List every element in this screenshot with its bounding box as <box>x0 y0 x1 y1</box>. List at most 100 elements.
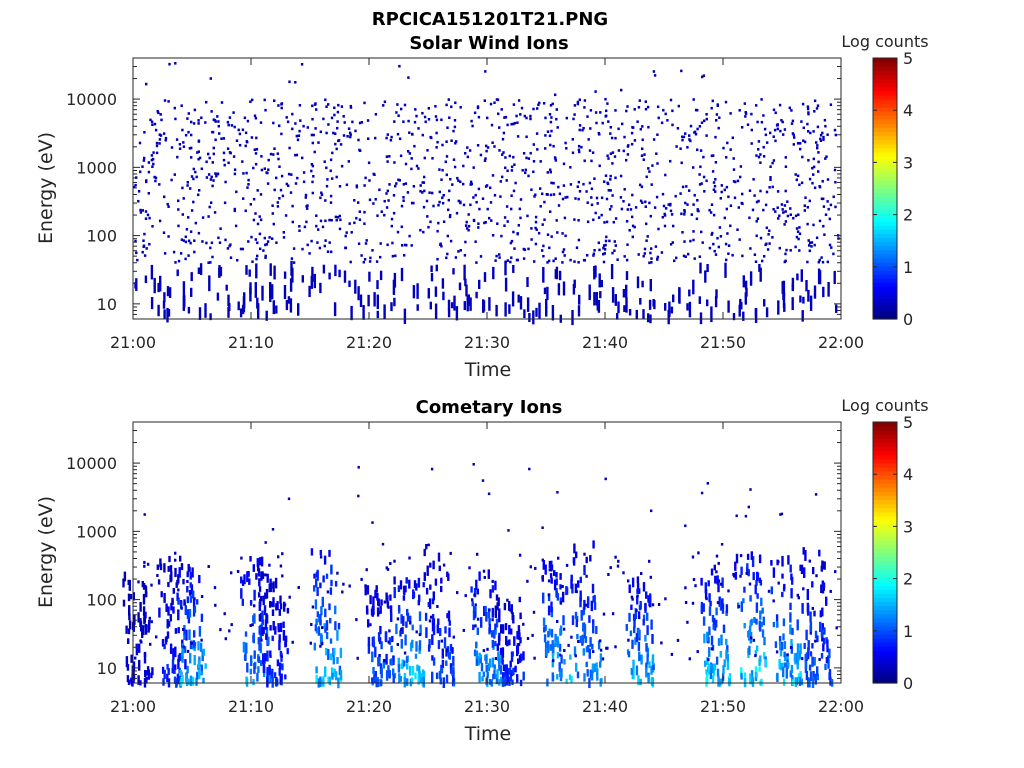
heatmap-cell <box>673 259 676 263</box>
heatmap-cell <box>145 677 148 684</box>
heatmap-cell <box>759 189 762 193</box>
heatmap-cell <box>486 647 489 651</box>
heatmap-cell <box>467 228 470 232</box>
heatmap-cell <box>625 624 628 631</box>
heatmap-cell <box>739 554 743 558</box>
heatmap-cell <box>797 596 800 600</box>
heatmap-cell <box>423 175 426 179</box>
heatmap-cell <box>782 280 786 297</box>
heatmap-cell <box>490 219 493 222</box>
heatmap-cell <box>591 643 594 650</box>
heatmap-cell <box>640 654 643 665</box>
heatmap-cell <box>269 601 272 608</box>
heatmap-cell <box>247 240 250 243</box>
heatmap-cell <box>172 606 175 614</box>
heatmap-cell <box>700 601 704 613</box>
heatmap-cell <box>787 555 790 565</box>
heatmap-cell <box>143 131 146 134</box>
heatmap-cell <box>705 677 708 687</box>
heatmap-cell <box>312 133 315 137</box>
heatmap-cell <box>194 170 197 174</box>
heatmap-cell <box>441 648 444 659</box>
heatmap-cell <box>556 593 560 601</box>
heatmap-cell <box>494 629 497 635</box>
heatmap-cell <box>477 656 480 666</box>
heatmap-cell <box>368 260 372 263</box>
heatmap-cell <box>651 634 654 644</box>
heatmap-cell <box>254 282 257 298</box>
heatmap-cell <box>691 601 695 605</box>
heatmap-cell <box>676 638 680 642</box>
heatmap-cell <box>196 671 199 680</box>
y-tick-label: 10000 <box>66 454 117 473</box>
heatmap-cell <box>129 594 133 600</box>
heatmap-cell <box>750 670 754 681</box>
heatmap-cell <box>144 611 147 619</box>
heatmap-cell <box>141 581 144 588</box>
heatmap-cell <box>562 627 566 631</box>
heatmap-cell <box>166 631 170 639</box>
heatmap-cell <box>746 567 749 574</box>
colorbar-segment <box>873 466 897 472</box>
heatmap-cell <box>330 653 333 661</box>
heatmap-cell <box>367 161 371 165</box>
heatmap-cell <box>666 119 669 122</box>
heatmap-cell <box>499 665 503 675</box>
heatmap-cell <box>783 223 786 226</box>
heatmap-cell <box>789 624 792 635</box>
heatmap-cell <box>251 623 254 627</box>
heatmap-cell <box>644 205 647 208</box>
heatmap-cell <box>522 651 525 661</box>
heatmap-cell <box>464 594 467 598</box>
heatmap-cell <box>645 667 648 678</box>
heatmap-cell <box>701 241 704 244</box>
heatmap-cell <box>440 639 443 643</box>
heatmap-cell <box>519 637 522 644</box>
heatmap-cell <box>187 678 190 685</box>
heatmap-cell <box>406 608 409 616</box>
heatmap-cell <box>457 179 460 182</box>
heatmap-cell <box>360 254 363 257</box>
heatmap-cell <box>684 201 687 205</box>
heatmap-cell <box>354 129 357 133</box>
heatmap-cell <box>605 109 608 113</box>
heatmap-cell <box>379 255 382 259</box>
heatmap-cell <box>130 654 133 663</box>
heatmap-cell <box>542 254 545 258</box>
heatmap-cell <box>431 598 435 605</box>
heatmap-cell <box>748 582 752 586</box>
heatmap-cell <box>754 584 757 595</box>
heatmap-cell <box>222 151 226 155</box>
heatmap-cell <box>417 674 420 685</box>
heatmap-cell <box>610 136 614 140</box>
heatmap-cell <box>284 674 287 680</box>
heatmap-cell <box>629 630 633 637</box>
heatmap-cell <box>271 635 274 641</box>
heatmap-cell <box>258 557 262 566</box>
heatmap-cell <box>427 644 431 652</box>
heatmap-cell <box>573 646 577 656</box>
heatmap-cell <box>718 116 721 119</box>
heatmap-cell <box>450 139 453 142</box>
heatmap-cell <box>323 555 327 565</box>
heatmap-cell <box>163 643 166 650</box>
colorbar-segment <box>873 625 897 631</box>
heatmap-cell <box>269 650 272 657</box>
heatmap-cell <box>549 170 552 174</box>
heatmap-cell <box>419 189 422 193</box>
heatmap-cell <box>682 135 686 139</box>
heatmap-cell <box>150 158 154 162</box>
heatmap-cell <box>365 605 369 614</box>
heatmap-cell <box>817 151 820 154</box>
heatmap-cell <box>216 172 220 176</box>
heatmap-cell <box>409 621 412 625</box>
heatmap-cell <box>271 668 274 679</box>
heatmap-cell <box>143 232 146 236</box>
heatmap-cell <box>264 653 267 662</box>
heatmap-cell <box>448 620 451 626</box>
colorbar-segment <box>873 479 897 484</box>
heatmap-cell <box>755 104 758 107</box>
heatmap-cell <box>625 220 629 223</box>
colorbar-segment <box>873 507 897 513</box>
heatmap-cell <box>543 200 546 204</box>
